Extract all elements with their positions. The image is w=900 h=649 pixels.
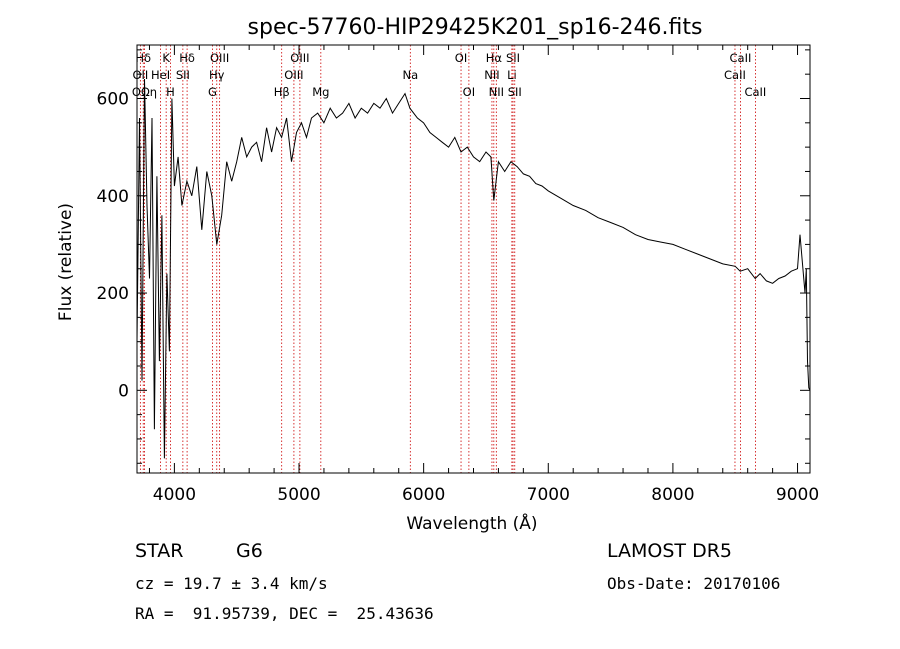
x-tick-label: 8000: [651, 485, 694, 505]
line-marker-label-3: OIII: [210, 51, 229, 65]
line-marker-label-5: OI: [455, 51, 467, 65]
line-marker-label-2: Hδ: [179, 51, 195, 65]
line-marker-label-25: SII: [508, 85, 522, 99]
y-axis-ticks: 0 200 400 600: [97, 49, 810, 464]
line-marker-label-1: K: [162, 51, 170, 65]
line-marker-label-17: CaII: [724, 68, 746, 82]
object-subclass: G6: [236, 540, 263, 562]
observation-date: Obs-Date: 20170106: [607, 574, 781, 593]
x-axis-ticks: 4000 5000 6000 7000 8000 9000: [148, 45, 819, 505]
line-marker-label-12: Hγ: [209, 68, 225, 82]
line-marker-label-0: Hδ: [135, 51, 151, 65]
line-marker-label-4: OIII: [290, 51, 309, 65]
spectrum-line-0: [136, 78, 811, 459]
line-marker-label-13: OIII: [284, 68, 303, 82]
line-marker-label-11: SII: [176, 68, 190, 82]
line-marker-label-15: NII: [484, 68, 499, 82]
line-marker-label-16: Li: [507, 68, 517, 82]
survey-name: LAMOST DR5: [607, 540, 732, 562]
x-axis-label: Wavelength (Å): [406, 512, 537, 534]
line-marker-label-8: CaII: [730, 51, 752, 65]
line-marker-label-9: OII: [132, 68, 148, 82]
y-tick-label: 400: [97, 187, 129, 207]
x-tick-label: 7000: [527, 485, 570, 505]
y-axis-label: Flux (relative): [56, 203, 76, 321]
line-marker-label-21: Hβ: [274, 85, 290, 99]
chart-title: spec-57760-HIP29425K201_sp16-246.fits: [248, 15, 703, 40]
object-class: STAR: [135, 540, 184, 562]
spectrum-series: [136, 78, 811, 459]
line-marker-label-10: HeI: [151, 68, 170, 82]
y-tick-label: 600: [97, 90, 129, 110]
line-marker-label-19: H: [166, 85, 175, 99]
line-marker-label-14: Na: [402, 68, 418, 82]
coordinates: RA = 91.95739, DEC = 25.43636: [135, 604, 434, 623]
line-marker-label-6: Hα: [486, 51, 503, 65]
line-marker-label-24: NII: [489, 85, 504, 99]
y-tick-label: 200: [97, 284, 129, 304]
line-marker-label-22: Mg: [312, 85, 329, 99]
line-marker-label-7: SII: [506, 51, 520, 65]
x-tick-label: 9000: [776, 485, 819, 505]
x-tick-label: 5000: [277, 485, 320, 505]
redshift-velocity: cz = 19.7 ± 3.4 km/s: [135, 574, 328, 593]
line-marker-label-23: OI: [463, 85, 475, 99]
line-marker-label-20: G: [208, 85, 217, 99]
x-tick-label: 4000: [153, 485, 196, 505]
line-marker-label-26: CaII: [744, 85, 766, 99]
x-tick-label: 6000: [402, 485, 445, 505]
y-tick-label: 0: [118, 381, 129, 401]
